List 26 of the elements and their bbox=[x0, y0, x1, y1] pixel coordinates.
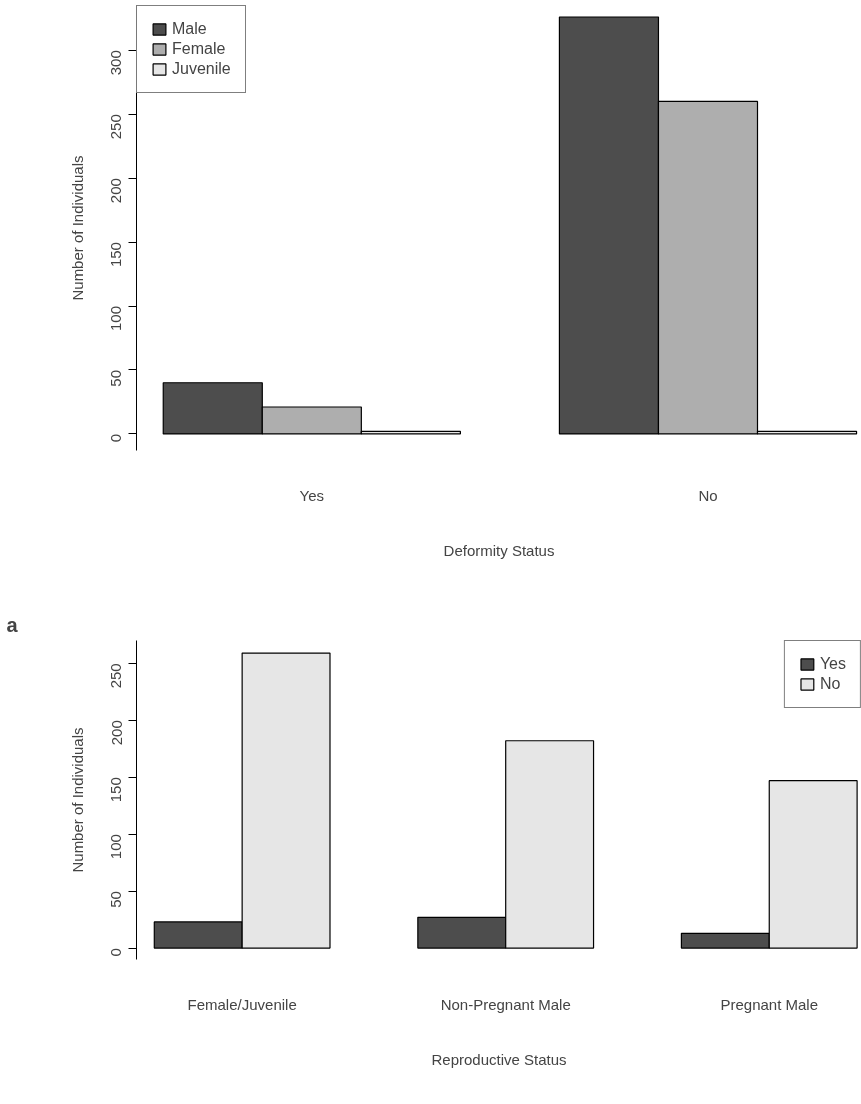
y-tick-label: 0 bbox=[107, 433, 125, 443]
y-axis-title: Number of Individuals bbox=[68, 155, 86, 301]
y-axis-title: Number of Individuals bbox=[68, 727, 86, 873]
y-tick-label: 50 bbox=[107, 369, 125, 387]
y-tick-label: 200 bbox=[107, 178, 125, 204]
legend-label: Male bbox=[172, 20, 207, 38]
text: a bbox=[6, 613, 19, 636]
y-tick-label: 100 bbox=[107, 834, 125, 860]
y-tick-label: 100 bbox=[107, 306, 125, 332]
y-tick-label: 250 bbox=[107, 114, 125, 140]
y-tick-label: 300 bbox=[107, 50, 125, 76]
legend-label: Yes bbox=[819, 655, 846, 673]
x-tick-label: Non-Pregnant Male bbox=[440, 995, 571, 1013]
y-tick-label: 150 bbox=[107, 242, 125, 268]
x-tick-label: Female/Juvenile bbox=[187, 995, 297, 1013]
y-tick-label: 150 bbox=[107, 777, 125, 803]
x-tick-label: Pregnant Male bbox=[720, 995, 819, 1013]
legend-label: Juvenile bbox=[172, 60, 231, 78]
legend-label: Female bbox=[172, 40, 226, 58]
legend-label: No bbox=[819, 675, 841, 693]
y-tick-label: 50 bbox=[107, 891, 125, 908]
x-axis-title: Reproductive Status bbox=[431, 1050, 567, 1068]
y-tick-label: 0 bbox=[107, 948, 125, 957]
x-axis-title: Deformity Status bbox=[443, 541, 555, 559]
y-tick-label: 250 bbox=[107, 663, 125, 689]
y-tick-label: 200 bbox=[107, 720, 125, 746]
